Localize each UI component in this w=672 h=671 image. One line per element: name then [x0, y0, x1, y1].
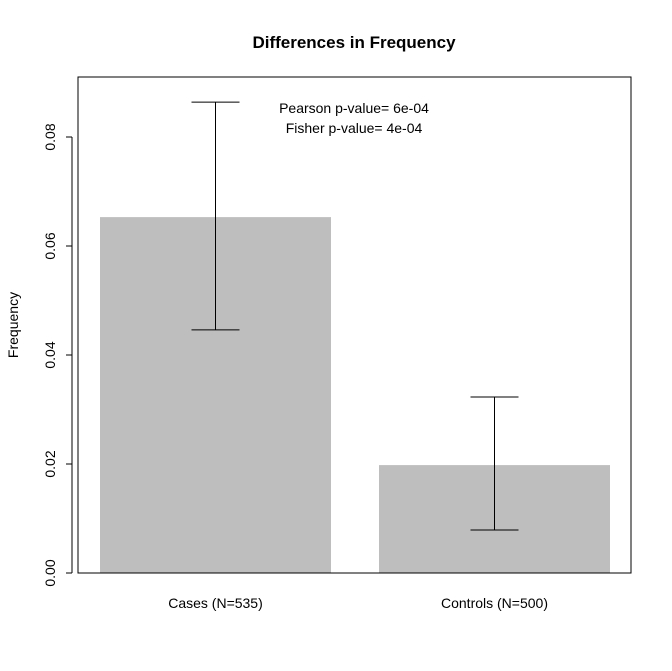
- y-tick-label: 0.04: [42, 341, 58, 368]
- plot-frame: [77, 76, 632, 574]
- x-tick-label: Cases (N=535): [168, 595, 263, 611]
- y-tick-label: 0.00: [42, 559, 58, 586]
- x-tick-label: Controls (N=500): [441, 595, 548, 611]
- y-tick-label: 0.06: [42, 232, 58, 259]
- y-tick-label: 0.02: [42, 450, 58, 477]
- annotation-fisher: Fisher p-value= 4e-04: [286, 120, 423, 136]
- annotation-pearson: Pearson p-value= 6e-04: [279, 100, 429, 116]
- y-axis-label: Frequency: [5, 292, 21, 358]
- chart-title: Differences in Frequency: [252, 33, 456, 52]
- error-bar: [470, 396, 519, 531]
- y-tick-label: 0.08: [42, 123, 58, 150]
- error-bar: [191, 101, 240, 331]
